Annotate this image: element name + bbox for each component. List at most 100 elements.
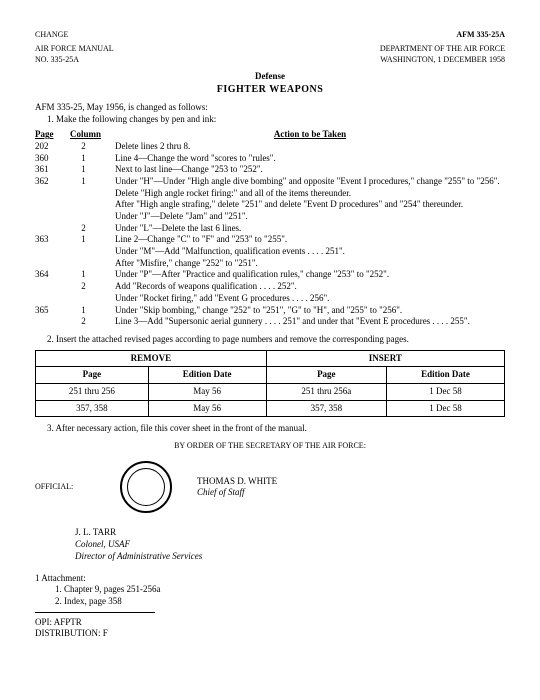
remove-insert-table: REMOVE INSERT Page Edition Date Page Edi… — [35, 350, 505, 418]
date-label: WASHINGTON, 1 DECEMBER 1958 — [380, 55, 505, 65]
divider — [35, 612, 155, 613]
change-row: 3651Under "Skip bombing," change "252" t… — [35, 305, 505, 317]
row-action: Line 4—Change the word "scores to "rules… — [115, 153, 505, 165]
signature-2: J. L. TARR Colonel, USAF Director of Adm… — [75, 527, 505, 562]
row-page: 361 — [35, 164, 70, 176]
afm-number: AFM 335-25A — [456, 30, 505, 40]
row-action: Delete "High angle rocket firing:" and a… — [115, 188, 505, 200]
row-page: 360 — [35, 153, 70, 165]
row-action: Under "P"—After "Practice and qualificat… — [115, 269, 505, 281]
row-col: 2 — [70, 316, 115, 328]
manual-label: AIR FORCE MANUAL — [35, 44, 114, 54]
cell: 251 thru 256 — [36, 383, 149, 400]
change-row: 2Line 3—Add "Supersonic aerial gunnery .… — [35, 316, 505, 328]
row-action: Under "Skip bombing," change "252" to "2… — [115, 305, 505, 317]
step-1: 1. Make the following changes by pen and… — [35, 114, 505, 126]
row-page: 363 — [35, 234, 70, 246]
cell: 357, 358 — [36, 400, 149, 417]
sig2-name: J. L. TARR — [75, 527, 505, 539]
th-page-i: Page — [266, 367, 386, 384]
manual-no: NO. 335-25A — [35, 55, 114, 65]
th-remove: REMOVE — [36, 350, 267, 367]
row-col: 1 — [70, 269, 115, 281]
row-action: Under "H"—Under "High angle dive bombing… — [115, 176, 505, 188]
signature-block: OFFICIAL: THOMAS D. WHITE Chief of Staff — [35, 461, 505, 513]
attach-header: 1 Attachment: — [35, 573, 505, 585]
sig2-rank: Colonel, USAF — [75, 539, 505, 551]
order-text: BY ORDER OF THE SECRETARY OF THE AIR FOR… — [35, 441, 505, 451]
row-page: 364 — [35, 269, 70, 281]
row-action: Under "J"—Delete "Jam" and "251". — [115, 211, 505, 223]
header-left: AIR FORCE MANUAL NO. 335-25A — [35, 44, 114, 65]
row-page: 365 — [35, 305, 70, 317]
row-page: 362 — [35, 176, 70, 188]
signature-right: THOMAS D. WHITE Chief of Staff — [197, 476, 277, 499]
change-row: 3641Under "P"—After "Practice and qualif… — [35, 269, 505, 281]
row-action: Next to last line—Change "253 to "252". — [115, 164, 505, 176]
cell: 1 Dec 58 — [386, 383, 504, 400]
row-action: Under "Rocket firing," add "Event G proc… — [115, 293, 505, 305]
cell: May 56 — [148, 400, 266, 417]
seal-icon — [120, 461, 172, 513]
table-row: 357, 358May 56357, 3581 Dec 58 — [36, 400, 505, 417]
change-row: 2022Delete lines 2 thru 8. — [35, 141, 505, 153]
row-col: 1 — [70, 153, 115, 165]
col-column: Column — [70, 129, 115, 141]
cell: 1 Dec 58 — [386, 400, 504, 417]
col-page: Page — [35, 129, 70, 141]
row-action: Add "Records of weapons qualification . … — [115, 281, 505, 293]
th-page-r: Page — [36, 367, 149, 384]
row-col: 2 — [70, 281, 115, 293]
row-col: 2 — [70, 223, 115, 235]
change-row: Under "Rocket firing," add "Event G proc… — [35, 293, 505, 305]
opi: OPI: AFPTR — [35, 617, 505, 629]
cell: 357, 358 — [266, 400, 386, 417]
row-action: Line 3—Add "Supersonic aerial gunnery . … — [115, 316, 505, 328]
row-page: 202 — [35, 141, 70, 153]
change-row: 3631Line 2—Change "C" to "F" and "253" t… — [35, 234, 505, 246]
row-col: 1 — [70, 234, 115, 246]
cell: 251 thru 256a — [266, 383, 386, 400]
change-row: Under "M"—Add "Malfunction, qualificatio… — [35, 246, 505, 258]
change-label: CHANGE — [35, 30, 68, 40]
columns-header: Page Column Action to be Taken — [35, 129, 505, 141]
distribution: DISTRIBUTION: F — [35, 628, 505, 640]
row-action: After "High angle strafing," delete "251… — [115, 199, 505, 211]
step-3: 3. After necessary action, file this cov… — [35, 423, 505, 435]
header-right: DEPARTMENT OF THE AIR FORCE WASHINGTON, … — [380, 44, 505, 65]
change-row: 3611Next to last line—Change "253 to "25… — [35, 164, 505, 176]
row-action: Line 2—Change "C" to "F" and "253" to "2… — [115, 234, 505, 246]
official-label: OFFICIAL: — [35, 482, 95, 492]
attachment-block: 1 Attachment: 1. Chapter 9, pages 251-25… — [35, 573, 505, 608]
changes-list: 2022Delete lines 2 thru 8.3601Line 4—Cha… — [35, 141, 505, 328]
row-col: 1 — [70, 176, 115, 188]
change-row: 2Add "Records of weapons qualification .… — [35, 281, 505, 293]
change-row: 2Under "L"—Delete the last 6 lines. — [35, 223, 505, 235]
table-row: 251 thru 256May 56251 thru 256a1 Dec 58 — [36, 383, 505, 400]
sig-name: THOMAS D. WHITE — [197, 476, 277, 488]
attach-1: 1. Chapter 9, pages 251-256a — [55, 584, 505, 596]
th-ed-r: Edition Date — [148, 367, 266, 384]
th-ed-i: Edition Date — [386, 367, 504, 384]
title-defense: Defense — [35, 71, 505, 83]
change-row: 3621Under "H"—Under "High angle dive bom… — [35, 176, 505, 188]
intro-text: AFM 335-25, May 1956, is changed as foll… — [35, 102, 505, 114]
sig2-title: Director of Administrative Services — [75, 551, 505, 563]
row-col: 1 — [70, 164, 115, 176]
change-row: Under "J"—Delete "Jam" and "251". — [35, 211, 505, 223]
header-row: AIR FORCE MANUAL NO. 335-25A DEPARTMENT … — [35, 44, 505, 65]
row-action: Under "L"—Delete the last 6 lines. — [115, 223, 505, 235]
row-action: Under "M"—Add "Malfunction, qualificatio… — [115, 246, 505, 258]
change-row: After "Misfire," change "252" to "251". — [35, 258, 505, 270]
row-action: After "Misfire," change "252" to "251". — [115, 258, 505, 270]
change-row: Delete "High angle rocket firing:" and a… — [35, 188, 505, 200]
dept-label: DEPARTMENT OF THE AIR FORCE — [380, 44, 505, 54]
attach-2: 2. Index, page 358 — [55, 596, 505, 608]
top-row: CHANGE AFM 335-25A — [35, 30, 505, 40]
row-col: 1 — [70, 305, 115, 317]
change-row: After "High angle strafing," delete "251… — [35, 199, 505, 211]
sig-title: Chief of Staff — [197, 487, 277, 499]
cell: May 56 — [148, 383, 266, 400]
row-action: Delete lines 2 thru 8. — [115, 141, 505, 153]
title-main: FIGHTER WEAPONS — [35, 83, 505, 96]
